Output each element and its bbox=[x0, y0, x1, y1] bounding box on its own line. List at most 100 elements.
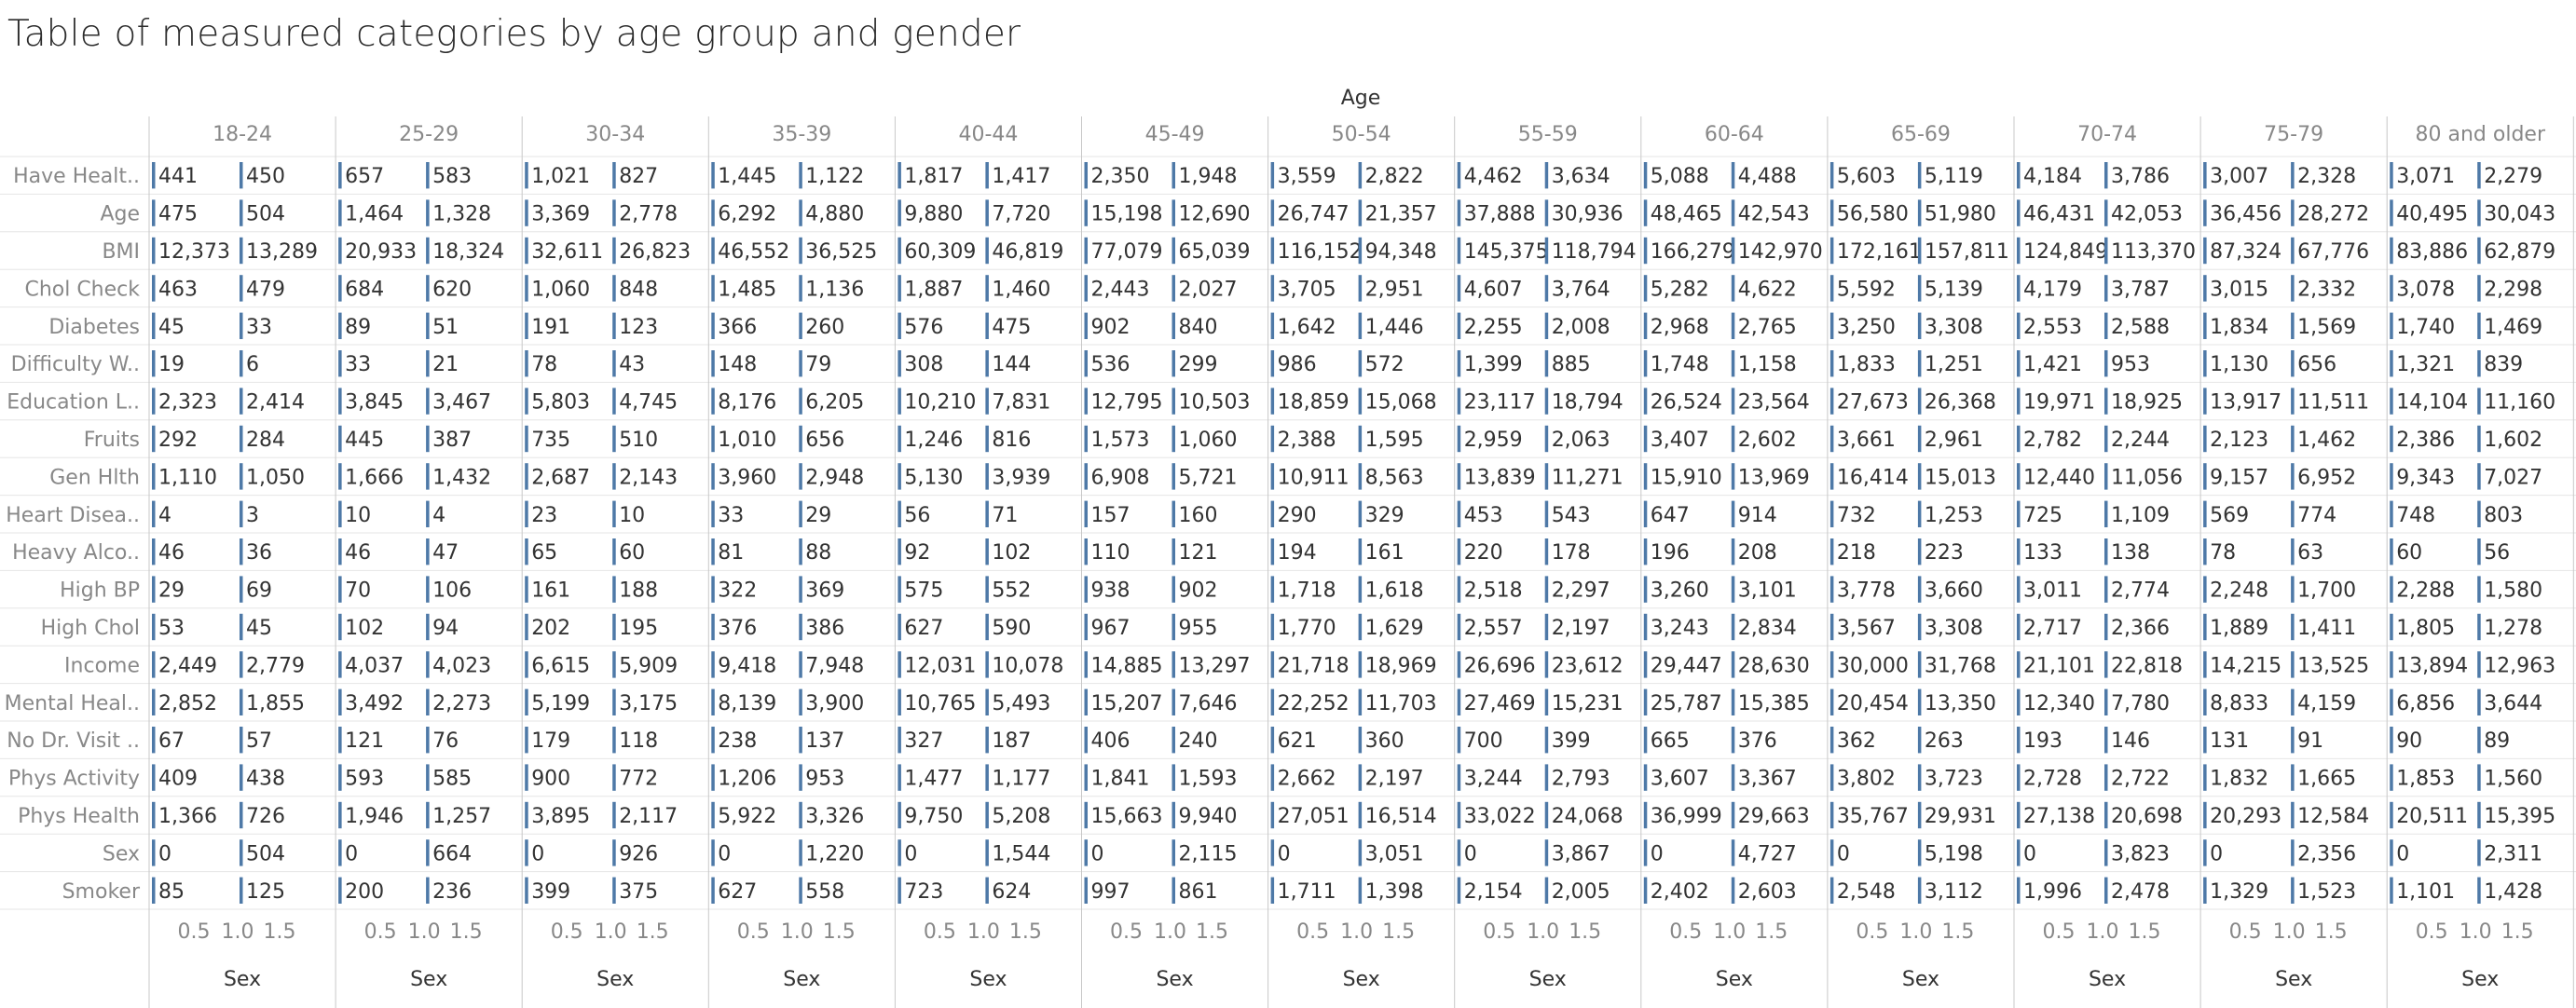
data-label: 187 bbox=[992, 729, 1031, 753]
data-label: 116,152 bbox=[1278, 240, 1363, 264]
data-label: 13,969 bbox=[1738, 466, 1810, 489]
bar-mark bbox=[2203, 576, 2207, 603]
bar-mark bbox=[711, 877, 715, 904]
bar-mark bbox=[2203, 463, 2207, 490]
data-label: 2,968 bbox=[1651, 316, 1709, 339]
x-tick-label: 1.5 bbox=[637, 920, 669, 944]
bar-mark bbox=[152, 500, 156, 527]
data-label: 926 bbox=[619, 842, 658, 865]
data-label: 2,154 bbox=[1464, 880, 1523, 904]
bar-mark bbox=[2477, 162, 2481, 189]
bar-mark bbox=[2104, 877, 2108, 904]
bar-mark bbox=[897, 877, 901, 904]
bar-mark bbox=[2291, 425, 2295, 453]
x-tick-label: 1.5 bbox=[1569, 920, 1601, 944]
data-label: 94 bbox=[432, 617, 459, 640]
data-label: 2,143 bbox=[619, 466, 678, 489]
data-label: 0 bbox=[1278, 842, 1291, 865]
data-label: 20,511 bbox=[2396, 805, 2468, 828]
data-label: 29 bbox=[805, 504, 831, 527]
row-label: High BP bbox=[60, 579, 140, 603]
bar-mark bbox=[1731, 727, 1735, 754]
bar-mark bbox=[2291, 688, 2295, 715]
bar-mark bbox=[1457, 576, 1461, 603]
bar-mark bbox=[1544, 500, 1549, 527]
data-label: 11,160 bbox=[2484, 391, 2555, 415]
data-label: 89 bbox=[345, 316, 371, 339]
data-label: 24,068 bbox=[1552, 805, 1624, 828]
bar-mark bbox=[2017, 613, 2021, 641]
data-label: 42,543 bbox=[1738, 203, 1810, 226]
data-label: 900 bbox=[531, 768, 570, 791]
data-label: 3,051 bbox=[1365, 842, 1424, 865]
bar-mark bbox=[2291, 237, 2295, 265]
bar-mark bbox=[1084, 275, 1088, 302]
data-label: 329 bbox=[1365, 504, 1404, 527]
data-label: 1,573 bbox=[1091, 429, 1150, 452]
x-tick-label: 1.5 bbox=[1009, 920, 1042, 944]
data-label: 620 bbox=[432, 278, 472, 301]
bar-mark bbox=[1270, 162, 1275, 189]
bar-mark bbox=[338, 538, 342, 565]
data-label: 45 bbox=[246, 617, 272, 640]
bar-mark bbox=[799, 688, 802, 715]
data-label: 195 bbox=[619, 617, 658, 640]
x-tick-label: 0.5 bbox=[2229, 920, 2262, 944]
data-label: 2,005 bbox=[1552, 880, 1610, 904]
bar-mark bbox=[240, 764, 243, 791]
bar-mark bbox=[152, 613, 156, 641]
bar-mark bbox=[1457, 500, 1461, 527]
data-label: 94,348 bbox=[1365, 240, 1437, 264]
bar-mark bbox=[152, 463, 156, 490]
bar-mark bbox=[2477, 199, 2481, 226]
data-label: 4,462 bbox=[1464, 165, 1523, 188]
bar-mark bbox=[897, 801, 901, 829]
bar-mark bbox=[240, 576, 243, 603]
bar-mark bbox=[240, 538, 243, 565]
bar-mark bbox=[799, 463, 802, 490]
bar-mark bbox=[525, 237, 528, 265]
data-label: 1,421 bbox=[2023, 353, 2082, 376]
bar-mark bbox=[2017, 877, 2021, 904]
x-tick-label: 0.5 bbox=[2416, 920, 2448, 944]
bar-mark bbox=[612, 425, 616, 453]
data-label: 15,663 bbox=[1091, 805, 1163, 828]
bar-mark bbox=[612, 651, 616, 678]
x-axis-title: Sex bbox=[2461, 968, 2499, 991]
bar-mark bbox=[338, 275, 342, 302]
bar-mark bbox=[2291, 877, 2295, 904]
data-label: 1,411 bbox=[2297, 617, 2356, 640]
x-tick-label: 0.5 bbox=[551, 920, 583, 944]
data-label: 463 bbox=[158, 278, 198, 301]
data-label: 3,960 bbox=[718, 466, 776, 489]
data-label: 6,615 bbox=[531, 654, 590, 677]
data-label: 1,130 bbox=[2210, 353, 2268, 376]
data-label: 21,101 bbox=[2023, 654, 2095, 677]
data-label: 13,917 bbox=[2210, 391, 2281, 415]
bar-mark bbox=[1643, 877, 1648, 904]
bar-mark bbox=[1457, 688, 1461, 715]
bar-mark bbox=[1172, 877, 1175, 904]
data-label: 1,432 bbox=[432, 466, 491, 489]
bar-mark bbox=[1731, 162, 1735, 189]
bar-mark bbox=[2203, 877, 2207, 904]
bar-mark bbox=[426, 312, 430, 339]
bar-mark bbox=[1731, 275, 1735, 302]
bar-mark bbox=[612, 350, 616, 377]
data-label: 88 bbox=[805, 541, 831, 565]
x-axis-title: Sex bbox=[1529, 968, 1567, 991]
data-label: 3,250 bbox=[1837, 316, 1896, 339]
data-label: 76 bbox=[432, 729, 459, 753]
data-label: 3,326 bbox=[805, 805, 864, 828]
data-label: 1,853 bbox=[2396, 768, 2455, 791]
bar-mark bbox=[1172, 500, 1175, 527]
data-label: 1,220 bbox=[805, 842, 864, 865]
data-label: 848 bbox=[619, 278, 658, 301]
data-label: 33,022 bbox=[1464, 805, 1536, 828]
age-group-header: 25-29 bbox=[399, 123, 459, 146]
bar-mark bbox=[1829, 162, 1834, 189]
data-label: 13,350 bbox=[1925, 692, 1996, 715]
data-label: 200 bbox=[345, 880, 384, 904]
data-label: 1,833 bbox=[1837, 353, 1896, 376]
data-label: 1,328 bbox=[432, 203, 491, 226]
